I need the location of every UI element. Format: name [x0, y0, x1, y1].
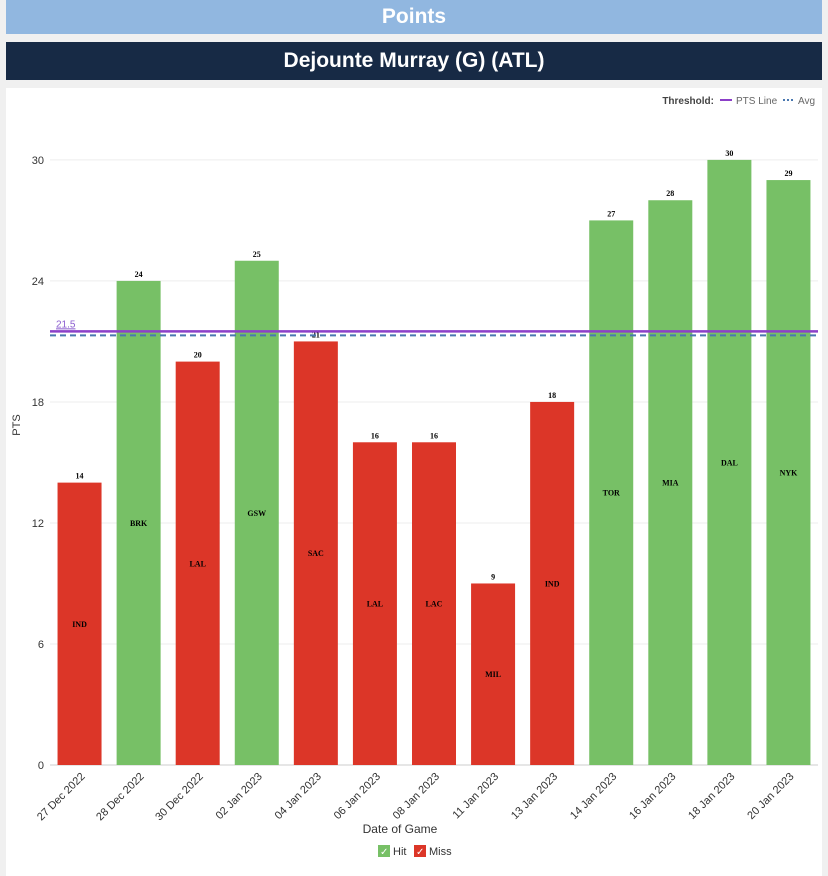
bar-opponent-label: LAL [367, 600, 383, 609]
pts-line-legend-label: PTS Line [736, 96, 778, 107]
chart-card: 0 6 12 18 24 30 PTS 14 IND 27 Dec 2022 24 BRK 28 Dec… [6, 88, 822, 876]
bar-opponent-label: SAC [308, 549, 324, 558]
y-tick-label: 18 [32, 397, 44, 409]
bar-value-label: 20 [194, 351, 202, 360]
points-chart: 0 6 12 18 24 30 PTS 14 IND 27 Dec 2022 24 BRK 28 Dec… [11, 96, 818, 858]
x-tick-label: 18 Jan 2023 [686, 771, 737, 822]
legend-label: Miss [429, 846, 452, 858]
bar-opponent-label: NYK [780, 469, 799, 478]
legend-swatch [378, 845, 390, 857]
legend-check-icon: ✓ [416, 847, 424, 858]
legend-label: Hit [393, 846, 406, 858]
bar-opponent-label: IND [545, 579, 560, 588]
x-tick-label: 06 Jan 2023 [332, 771, 383, 822]
bar-value-label: 27 [607, 209, 615, 218]
x-tick-label: 11 Jan 2023 [450, 771, 501, 822]
x-tick-label: 28 Dec 2022 [94, 771, 147, 824]
bar [234, 260, 279, 765]
bar-value-label: 18 [548, 391, 556, 400]
bar [648, 200, 693, 765]
x-tick-label: 14 Jan 2023 [568, 771, 619, 822]
bar [57, 482, 102, 765]
bar-value-label: 16 [371, 431, 379, 440]
bar [766, 180, 811, 765]
x-tick-label: 30 Dec 2022 [153, 771, 206, 824]
player-title: Dejounte Murray (G) (ATL) [6, 42, 822, 80]
bar-value-label: 25 [253, 250, 261, 259]
bar-value-label: 9 [491, 572, 495, 581]
x-tick-label: 04 Jan 2023 [273, 771, 324, 822]
bar-opponent-label: GSW [247, 509, 266, 518]
y-tick-label: 30 [32, 155, 44, 167]
bar-value-label: 14 [76, 472, 84, 481]
bar-value-label: 24 [135, 270, 143, 279]
legend-swatch [414, 845, 426, 857]
x-tick-label: 16 Jan 2023 [627, 771, 678, 822]
bar-opponent-label: LAC [426, 600, 443, 609]
bar [589, 220, 634, 765]
bar-value-label: 30 [725, 149, 733, 158]
bar [116, 280, 161, 765]
bar [471, 583, 516, 765]
x-axis-label: Date of Game [363, 822, 438, 836]
bar [352, 442, 397, 765]
y-axis-label: PTS [11, 414, 23, 435]
bar-opponent-label: IND [72, 620, 87, 629]
bar [175, 361, 220, 765]
avg-legend-label: Avg [798, 96, 815, 107]
y-tick-label: 12 [32, 518, 44, 530]
x-tick-label: 13 Jan 2023 [509, 771, 560, 822]
x-tick-label: 08 Jan 2023 [391, 771, 442, 822]
bar [530, 401, 575, 765]
bar-opponent-label: LAL [189, 559, 205, 568]
threshold-legend-title: Threshold: [662, 96, 714, 107]
x-tick-label: 02 Jan 2023 [214, 771, 265, 822]
threshold-label: 21.5 [56, 319, 76, 330]
y-tick-label: 0 [38, 760, 44, 772]
bar-opponent-label: TOR [603, 489, 620, 498]
bar-opponent-label: MIA [662, 479, 679, 488]
y-tick-label: 6 [38, 639, 44, 651]
bar [707, 159, 752, 765]
x-tick-label: 20 Jan 2023 [745, 771, 796, 822]
y-tick-label: 24 [32, 276, 44, 288]
x-tick-label: 27 Dec 2022 [35, 771, 88, 824]
bar [412, 442, 456, 765]
bar-value-label: 29 [784, 169, 792, 178]
section-header: Points [6, 0, 822, 34]
legend-check-icon: ✓ [380, 847, 388, 858]
bar-value-label: 28 [666, 189, 674, 198]
bar-opponent-label: MIL [485, 670, 501, 679]
bar-value-label: 16 [430, 431, 438, 440]
bar [293, 341, 338, 765]
bar-opponent-label: BRK [130, 519, 148, 528]
bar-opponent-label: DAL [721, 458, 738, 467]
